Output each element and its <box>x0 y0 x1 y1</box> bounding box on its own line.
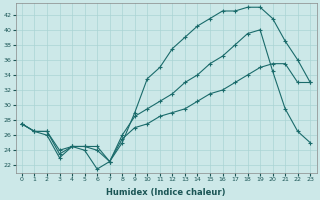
X-axis label: Humidex (Indice chaleur): Humidex (Indice chaleur) <box>106 188 226 197</box>
